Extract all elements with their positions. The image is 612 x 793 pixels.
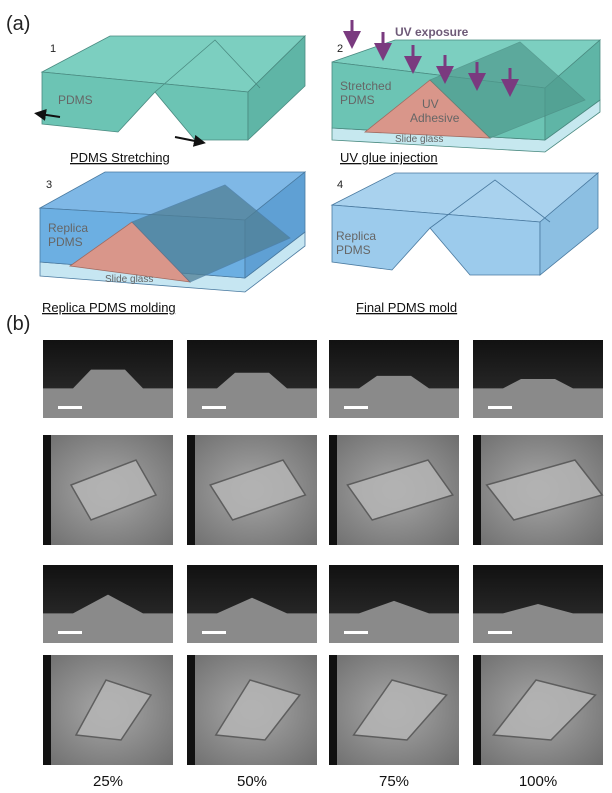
diagram-label: Replica — [336, 229, 376, 243]
diagram-label: PDMS — [58, 93, 93, 107]
step-caption: Final PDMS mold — [356, 300, 457, 315]
scale-bar — [58, 406, 82, 409]
sem-info-bar — [329, 435, 337, 545]
micrograph-grid — [43, 340, 603, 765]
cross-section-image — [187, 565, 317, 643]
cross-section-image — [329, 565, 459, 643]
sem-info-bar — [329, 655, 337, 765]
sem-info-bar — [473, 655, 481, 765]
cross-section-image — [473, 340, 603, 418]
sem-image — [43, 655, 173, 765]
sem-info-bar — [473, 435, 481, 545]
diagram-label: Replica — [48, 221, 88, 235]
scale-bar — [58, 631, 82, 634]
sem-image — [43, 435, 173, 545]
cross-section-image — [43, 340, 173, 418]
sem-image — [473, 655, 603, 765]
diagram-label: PDMS — [340, 93, 375, 107]
panel-label: (a) — [6, 13, 30, 35]
cross-section-image — [329, 340, 459, 418]
step-caption: UV glue injection — [340, 150, 438, 165]
cross-section-image — [187, 340, 317, 418]
figure: (a) 1 PDMS PDMS Stretching 2 UV exposure… — [0, 0, 612, 793]
step-number: 1 — [50, 43, 56, 55]
step-caption: PDMS Stretching — [70, 150, 170, 165]
sem-info-bar — [43, 435, 51, 545]
scale-bar — [488, 631, 512, 634]
scale-bar — [344, 406, 368, 409]
column-label: 100% — [519, 773, 557, 790]
column-label: 25% — [93, 773, 123, 790]
step-number: 4 — [337, 179, 343, 191]
sem-image — [187, 655, 317, 765]
diagram-label: UV exposure — [395, 25, 469, 39]
diagram-label: PDMS — [336, 243, 371, 257]
sem-image — [329, 655, 459, 765]
sem-info-bar — [187, 655, 195, 765]
diagram-label: PDMS — [48, 235, 83, 249]
diagram-label: Slide glass — [105, 274, 153, 285]
cross-section-image — [473, 565, 603, 643]
diagram-label: Slide glass — [395, 134, 443, 145]
sem-image — [187, 435, 317, 545]
diagram-label: Adhesive — [410, 111, 460, 125]
scale-bar — [488, 406, 512, 409]
sem-image — [329, 435, 459, 545]
sem-info-bar — [187, 435, 195, 545]
step-1-diagram — [40, 36, 305, 142]
column-label: 75% — [379, 773, 409, 790]
step-number: 3 — [46, 179, 52, 191]
step-4-diagram — [332, 173, 598, 275]
scale-bar — [344, 631, 368, 634]
scale-bar — [202, 406, 226, 409]
sem-image — [473, 435, 603, 545]
diagram-label: UV — [422, 97, 439, 111]
diagram-label: Stretched — [340, 79, 391, 93]
panel-label: (b) — [6, 313, 30, 335]
column-label: 50% — [237, 773, 267, 790]
sem-info-bar — [43, 655, 51, 765]
step-number: 2 — [337, 43, 343, 55]
scale-bar — [202, 631, 226, 634]
cross-section-image — [43, 565, 173, 643]
step-caption: Replica PDMS molding — [42, 300, 176, 315]
